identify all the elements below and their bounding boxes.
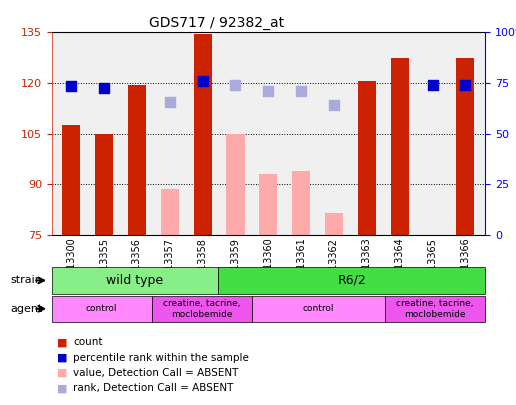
Bar bbox=[358, 81, 376, 235]
Point bbox=[166, 98, 174, 105]
Text: value, Detection Call = ABSENT: value, Detection Call = ABSENT bbox=[73, 368, 238, 378]
Bar bbox=[227, 134, 245, 235]
Text: GDS717 / 92382_at: GDS717 / 92382_at bbox=[149, 16, 284, 30]
Bar bbox=[95, 134, 113, 235]
Bar bbox=[259, 174, 278, 235]
Text: strain: strain bbox=[10, 275, 42, 286]
Point bbox=[297, 88, 305, 95]
Point bbox=[100, 85, 108, 92]
Text: ■: ■ bbox=[57, 337, 67, 347]
Text: creatine, tacrine,
moclobemide: creatine, tacrine, moclobemide bbox=[396, 299, 474, 318]
Text: agent: agent bbox=[10, 304, 43, 314]
Text: ■: ■ bbox=[57, 353, 67, 362]
Text: ■: ■ bbox=[57, 384, 67, 393]
Text: count: count bbox=[73, 337, 103, 347]
Text: creatine, tacrine,
moclobemide: creatine, tacrine, moclobemide bbox=[163, 299, 240, 318]
Text: control: control bbox=[302, 304, 334, 313]
Text: ■: ■ bbox=[57, 368, 67, 378]
Text: wild type: wild type bbox=[106, 274, 164, 287]
Text: control: control bbox=[86, 304, 117, 313]
Bar bbox=[292, 171, 310, 235]
Bar bbox=[62, 125, 80, 235]
Point bbox=[428, 81, 437, 88]
Point bbox=[461, 81, 470, 88]
Point bbox=[67, 83, 75, 90]
Point bbox=[231, 81, 239, 88]
Bar bbox=[325, 213, 343, 235]
Bar bbox=[456, 58, 474, 235]
Bar bbox=[391, 58, 409, 235]
Bar bbox=[194, 34, 212, 235]
Point bbox=[199, 78, 207, 85]
Bar bbox=[161, 190, 179, 235]
Point bbox=[330, 102, 338, 108]
Text: R6/2: R6/2 bbox=[337, 274, 366, 287]
Text: rank, Detection Call = ABSENT: rank, Detection Call = ABSENT bbox=[73, 384, 234, 393]
Point bbox=[264, 88, 272, 95]
Bar bbox=[128, 85, 146, 235]
Text: percentile rank within the sample: percentile rank within the sample bbox=[73, 353, 249, 362]
